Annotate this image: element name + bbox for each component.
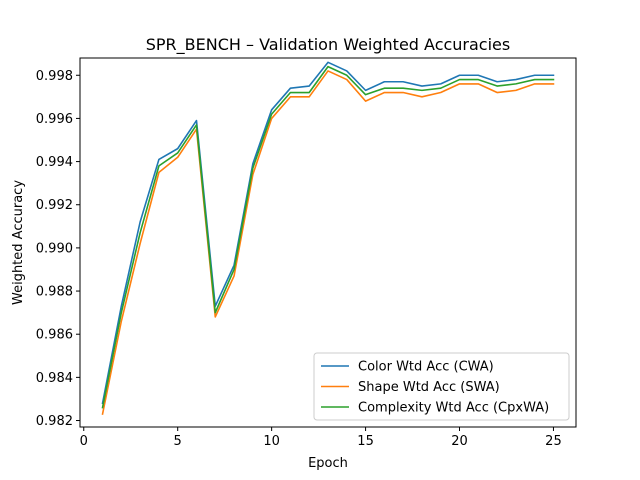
y-tick-label: 0.994 xyxy=(36,155,73,170)
legend-entry: Complexity Wtd Acc (CpxWA) xyxy=(358,401,549,416)
y-tick-label: 0.992 xyxy=(36,198,73,213)
chart-title: SPR_BENCH – Validation Weighted Accuraci… xyxy=(146,35,510,55)
legend-entry: Shape Wtd Acc (SWA) xyxy=(358,380,500,395)
x-tick-label: 25 xyxy=(545,434,562,449)
y-tick-label: 0.996 xyxy=(36,112,73,127)
y-axis-label: Weighted Accuracy xyxy=(11,180,26,305)
legend-box xyxy=(313,352,570,421)
series-line-3 xyxy=(101,65,555,409)
x-tick-label: 15 xyxy=(357,434,374,449)
y-tick-label: 0.990 xyxy=(36,241,73,256)
series-line-1 xyxy=(101,61,555,405)
x-tick-label: 0 xyxy=(80,434,88,449)
x-axis: 0 5 10 15 20 25 xyxy=(80,427,562,449)
axes-frame xyxy=(79,57,577,428)
y-tick-label: 0.982 xyxy=(36,414,73,429)
x-tick-label: 20 xyxy=(451,434,468,449)
y-tick-label: 0.984 xyxy=(36,371,73,386)
y-axis: 0.982 0.984 0.986 0.988 0.990 0.992 0.994 0.996… xyxy=(36,69,80,429)
legend-entry: Color Wtd Acc (CWA) xyxy=(358,360,494,375)
x-tick-label: 10 xyxy=(263,434,280,449)
y-tick-label: 0.998 xyxy=(36,69,73,84)
series-line-2 xyxy=(101,70,555,415)
legend: Color Wtd Acc (CWA) Shape Wtd Acc (SWA) Co… xyxy=(313,352,570,421)
x-axis-label: Epoch xyxy=(308,456,348,471)
plot-area xyxy=(101,61,555,415)
x-tick-label: 5 xyxy=(174,434,182,449)
y-tick-label: 0.986 xyxy=(36,328,73,343)
y-tick-label: 0.988 xyxy=(36,285,73,300)
